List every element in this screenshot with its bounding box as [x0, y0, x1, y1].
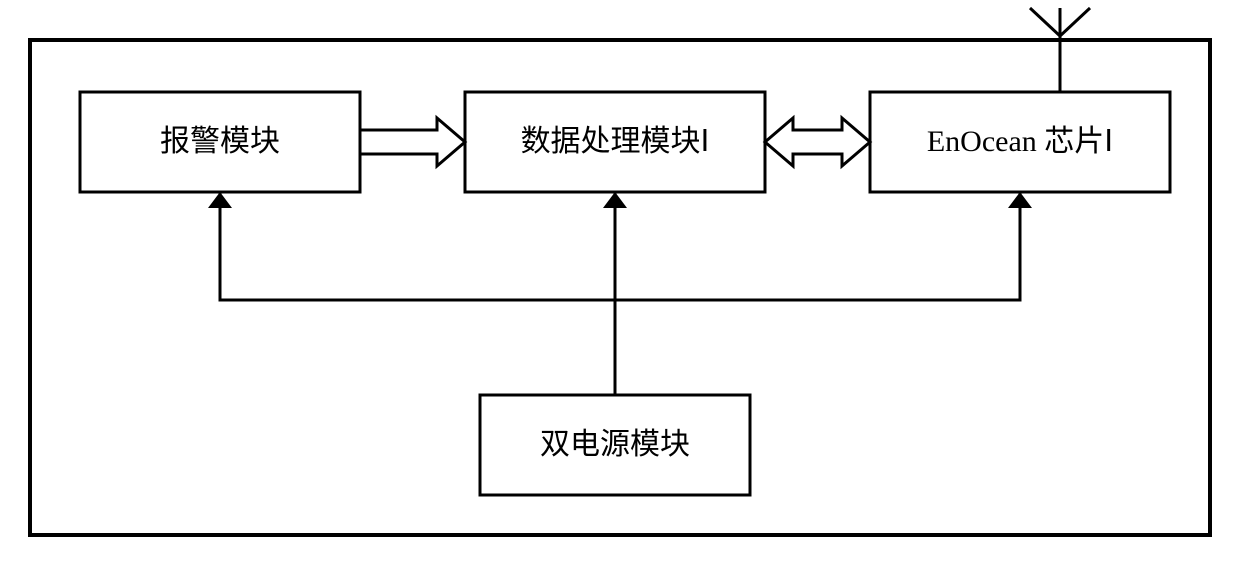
arrow-power-right-head: [1008, 192, 1032, 208]
node-proc-label: 数据处理模块Ⅰ: [521, 125, 710, 158]
arrow-power-left-head: [208, 192, 232, 208]
node-enocean-label: EnOcean 芯片Ⅰ: [927, 125, 1113, 158]
arrow-proc-enocean: [765, 118, 870, 166]
antenna-left: [1030, 8, 1060, 36]
arrow-power-up-head: [603, 192, 627, 208]
diagram-canvas: 报警模块 数据处理模块Ⅰ EnOcean 芯片Ⅰ 双电源模块: [0, 0, 1240, 563]
node-power-label: 双电源模块: [540, 428, 690, 461]
arrow-power-right-line: [615, 192, 1020, 300]
antenna-right: [1060, 8, 1090, 36]
arrow-alarm-to-proc: [360, 118, 465, 166]
arrow-power-left-line: [220, 192, 615, 300]
node-alarm-label: 报警模块: [160, 125, 280, 158]
